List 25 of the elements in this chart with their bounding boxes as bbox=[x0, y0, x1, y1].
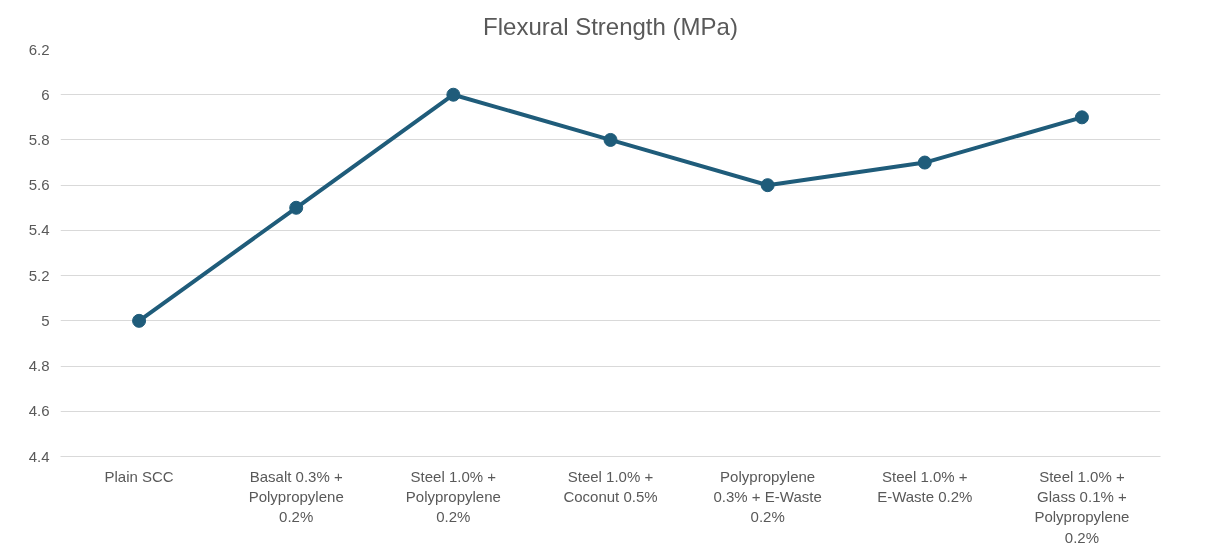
x-tick-label: Steel 1.0% + E-Waste 0.2% bbox=[877, 467, 973, 505]
x-tick-label: Steel 1.0% + Polypropylene 0.2% bbox=[405, 467, 501, 526]
y-tick-label: 6 bbox=[41, 85, 50, 103]
y-tick-label: 5.8 bbox=[28, 130, 50, 148]
point bbox=[446, 87, 461, 102]
point bbox=[917, 155, 932, 170]
x-tick-label: Steel 1.0% + Coconut 0.5% bbox=[563, 467, 658, 505]
x-tick-label: Plain SCC bbox=[104, 467, 174, 485]
y-tick-label: 4.8 bbox=[28, 357, 50, 375]
point bbox=[289, 200, 304, 215]
point bbox=[603, 132, 618, 147]
x-tick-label: Basalt 0.3% + Polypropylene 0.2% bbox=[248, 467, 344, 526]
chart-title: Flexural Strength (MPa) bbox=[483, 12, 738, 40]
y-tick-label: 4.6 bbox=[28, 402, 50, 420]
y-tick-label: 5.4 bbox=[28, 221, 50, 239]
y-tick-label: 5.6 bbox=[28, 176, 50, 194]
point bbox=[760, 178, 775, 193]
y-tick-label: 4.4 bbox=[28, 447, 50, 465]
y-tick-label: 5.2 bbox=[28, 266, 50, 284]
point bbox=[1074, 110, 1089, 125]
y-tick-label: 6.2 bbox=[28, 40, 50, 58]
point bbox=[132, 313, 147, 328]
x-tick-label: Polypropylene 0.3% + E-Waste 0.2% bbox=[713, 467, 822, 526]
y-tick-label: 5 bbox=[41, 311, 50, 329]
x-tick-label: Steel 1.0% + Glass 0.1% + Polypropylene 0.2% bbox=[1034, 467, 1130, 546]
